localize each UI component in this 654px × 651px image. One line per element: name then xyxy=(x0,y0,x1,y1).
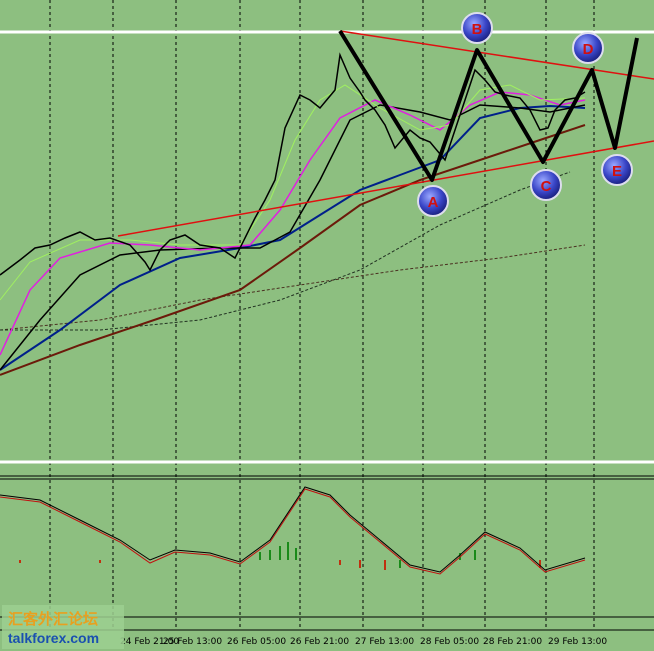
ma-brown xyxy=(0,124,586,376)
x-tick-label: 29 Feb 13:00 xyxy=(548,637,607,647)
watermark-box xyxy=(2,605,124,649)
point-marker: B xyxy=(461,12,493,44)
x-tick-label: 26 Feb 05:00 xyxy=(227,637,286,647)
point-label: D xyxy=(583,41,594,58)
x-tick-label: 25 Feb 13:00 xyxy=(163,637,222,647)
x-tick-label: 26 Feb 21:00 xyxy=(290,637,349,647)
x-tick-label: 28 Feb 05:00 xyxy=(420,637,479,647)
period-separators xyxy=(49,0,595,630)
point-label: C xyxy=(541,178,552,195)
point-marker: C xyxy=(530,169,562,201)
point-label: B xyxy=(472,21,483,38)
oscillator-main xyxy=(0,486,586,573)
point-label: E xyxy=(612,163,622,180)
watermark-site: talkforex.com xyxy=(8,630,99,646)
ma-slow-dashed xyxy=(0,244,586,331)
point-label: A xyxy=(428,194,439,211)
trendline xyxy=(339,30,654,80)
x-tick-label: 28 Feb 21:00 xyxy=(483,637,542,647)
histogram xyxy=(19,542,541,570)
ma-black xyxy=(0,104,586,371)
wave-pattern xyxy=(338,29,639,182)
point-marker: E xyxy=(601,154,633,186)
watermark-chinese: 汇客外汇论坛 xyxy=(8,610,98,628)
ma-green xyxy=(0,84,586,301)
point-marker: D xyxy=(572,32,604,64)
x-tick-label: 27 Feb 13:00 xyxy=(355,637,414,647)
point-marker: A xyxy=(417,185,449,217)
trendline xyxy=(117,140,654,237)
x-tick-label: 24 Feb 21:00 xyxy=(120,637,179,647)
ma-slow-dashed xyxy=(0,171,571,331)
ma-magenta xyxy=(0,91,586,356)
oscillator-signal xyxy=(0,488,586,575)
